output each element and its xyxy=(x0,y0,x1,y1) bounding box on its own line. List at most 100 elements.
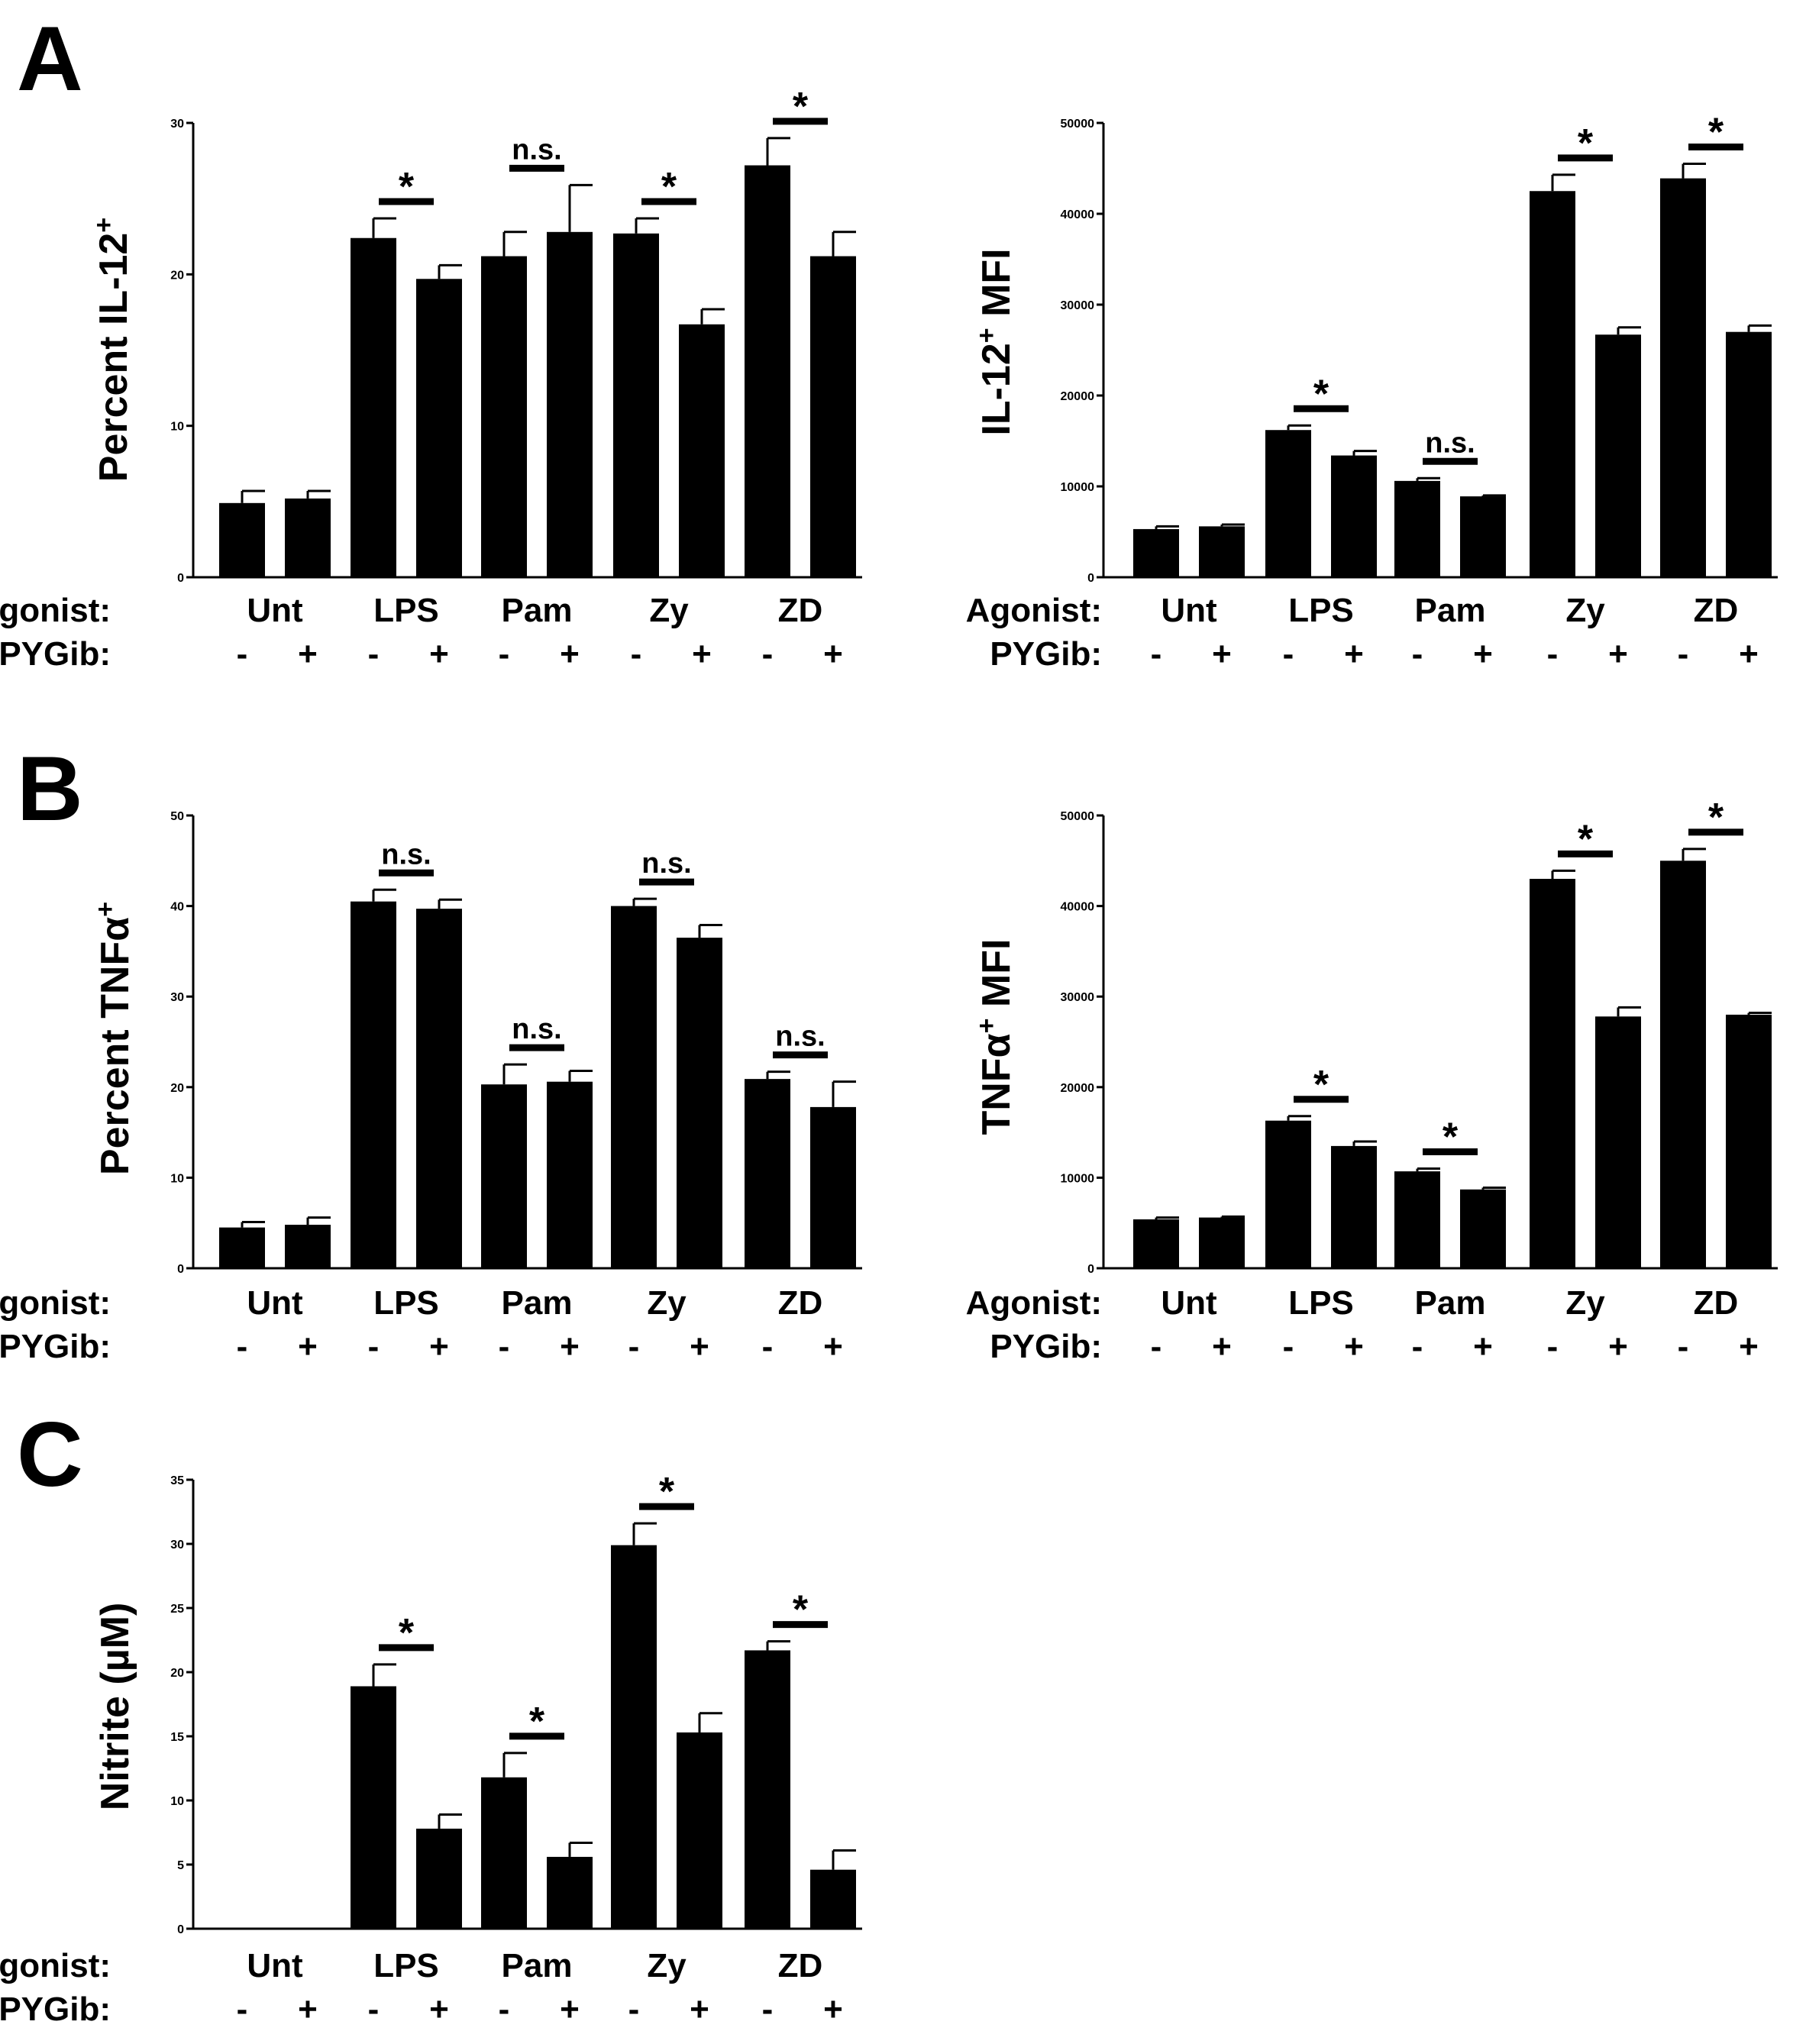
inhibitor-sign: - xyxy=(499,1328,510,1365)
category-label: LPS xyxy=(373,592,439,629)
inhibitor-sign: + xyxy=(429,635,449,673)
category-label: Zy xyxy=(1565,1284,1605,1322)
bar-Pam-+ xyxy=(547,231,593,577)
category-label: Pam xyxy=(502,1947,573,1984)
bar-LPS-- xyxy=(1265,1120,1311,1268)
inhibitor-sign: - xyxy=(1412,635,1423,673)
bar-ZD-+ xyxy=(810,256,856,577)
bar-Pam-+ xyxy=(547,1081,593,1268)
y-tick-label: 10 xyxy=(170,1795,184,1808)
significance-label: * xyxy=(661,165,677,209)
category-label: ZD xyxy=(778,592,823,629)
inhibitor-sign: + xyxy=(1608,635,1628,673)
inhibitor-sign: + xyxy=(560,1328,580,1365)
significance-label: n.s. xyxy=(512,1013,561,1045)
bar-ZD-- xyxy=(745,1650,790,1929)
y-axis-label-main: IL-12 xyxy=(974,343,1019,435)
chart-C-left: C 0 5 10 15 20 25 30 35 Nitrite (µM) * * * * Agonist: U… xyxy=(0,1403,862,2028)
y-tick-label: 30000 xyxy=(1061,991,1095,1004)
significance-label: n.s. xyxy=(381,838,431,870)
significance-label: * xyxy=(1708,796,1724,840)
inhibitor-row-label: PYGib: xyxy=(990,635,1102,673)
y-axis-label: IL-12+ MFI xyxy=(972,248,1019,435)
y-tick-label: 30 xyxy=(170,991,184,1004)
inhibitor-sign: + xyxy=(560,1991,580,2028)
category-label: Unt xyxy=(1161,592,1217,629)
inhibitor-sign: + xyxy=(1344,635,1364,673)
bar-LPS-- xyxy=(351,237,396,577)
inhibitor-sign: - xyxy=(1151,1328,1162,1365)
y-axis-label-superscript: + xyxy=(972,1019,1001,1034)
bar-LPS-+ xyxy=(1331,1145,1377,1268)
y-tick-label: 0 xyxy=(1087,572,1094,585)
y-tick-label: 0 xyxy=(177,1263,184,1276)
significance-label: * xyxy=(793,1588,809,1632)
inhibitor-sign: - xyxy=(1283,635,1294,673)
y-axis-label-main: Percent TNFα xyxy=(93,917,137,1175)
bar-ZD-- xyxy=(1660,861,1706,1268)
inhibitor-sign: + xyxy=(1608,1328,1628,1365)
bar-Zy-+ xyxy=(679,324,725,577)
inhibitor-sign: + xyxy=(560,635,580,673)
y-axis-label: TNFα+ MFI xyxy=(972,939,1019,1135)
inhibitor-sign: - xyxy=(1678,1328,1689,1365)
category-label: LPS xyxy=(1288,1284,1354,1322)
y-axis-label-main: Nitrite (µM) xyxy=(93,1603,137,1811)
category-label: Unt xyxy=(247,1947,303,1984)
inhibitor-sign: + xyxy=(823,1991,843,2028)
y-tick-label: 0 xyxy=(177,572,184,585)
y-tick-label: 5 xyxy=(177,1859,184,1872)
y-axis-label-main: Percent IL-12 xyxy=(92,233,136,483)
bar-LPS-+ xyxy=(416,909,462,1268)
bar-ZD-+ xyxy=(810,1869,856,1929)
y-tick-label: 50 xyxy=(170,810,184,823)
bar-Zy-+ xyxy=(677,1732,722,1929)
inhibitor-row-label: PYGib: xyxy=(0,1328,111,1365)
significance-label: * xyxy=(1313,1063,1329,1107)
y-tick-label: 30000 xyxy=(1061,299,1095,312)
bar-Pam-- xyxy=(481,256,527,577)
y-axis-label: Percent TNFα+ xyxy=(91,902,137,1175)
y-tick-label: 20 xyxy=(170,1667,184,1680)
bar-Zy-- xyxy=(613,233,659,577)
y-tick-label: 50000 xyxy=(1061,810,1095,823)
y-tick-label: 10000 xyxy=(1061,481,1095,494)
category-label: Unt xyxy=(247,592,303,629)
inhibitor-sign: - xyxy=(628,1328,640,1365)
y-tick-label: 40 xyxy=(170,901,184,914)
inhibitor-sign: + xyxy=(692,635,712,673)
bar-ZD-- xyxy=(745,165,790,578)
inhibitor-sign: + xyxy=(1212,1328,1232,1365)
bar-Zy-+ xyxy=(1595,334,1641,577)
y-axis-label-suffix: MFI xyxy=(974,939,1019,1019)
significance-label: * xyxy=(399,165,415,209)
significance-label: n.s. xyxy=(512,134,561,166)
category-label: LPS xyxy=(1288,592,1354,629)
y-tick-label: 20000 xyxy=(1061,1082,1095,1095)
inhibitor-sign: - xyxy=(1283,1328,1294,1365)
bar-Zy-- xyxy=(611,906,657,1268)
y-tick-label: 20 xyxy=(170,269,184,282)
bar-Unt-- xyxy=(1133,1219,1179,1268)
bar-Zy-- xyxy=(1530,191,1575,577)
significance-label: * xyxy=(659,1470,675,1514)
inhibitor-row-label: PYGib: xyxy=(990,1328,1102,1365)
panel-letter-C: C xyxy=(17,1403,83,1506)
bar-ZD-+ xyxy=(1726,331,1772,577)
bar-LPS-+ xyxy=(416,279,462,577)
inhibitor-sign: + xyxy=(1473,1328,1493,1365)
panel-letter-B: B xyxy=(17,738,83,840)
inhibitor-sign: - xyxy=(368,1328,380,1365)
bar-Pam-- xyxy=(1394,1171,1440,1268)
significance-label: * xyxy=(529,1700,545,1744)
significance-label: n.s. xyxy=(641,848,691,880)
category-label: Zy xyxy=(647,1284,687,1322)
bar-ZD-- xyxy=(745,1079,790,1268)
bar-Unt-+ xyxy=(1199,526,1245,577)
significance-label: * xyxy=(1578,817,1594,861)
inhibitor-sign: + xyxy=(1344,1328,1364,1365)
y-tick-label: 20000 xyxy=(1061,390,1095,403)
inhibitor-sign: + xyxy=(1739,1328,1759,1365)
agonist-row-label: Agonist: xyxy=(966,1284,1102,1322)
